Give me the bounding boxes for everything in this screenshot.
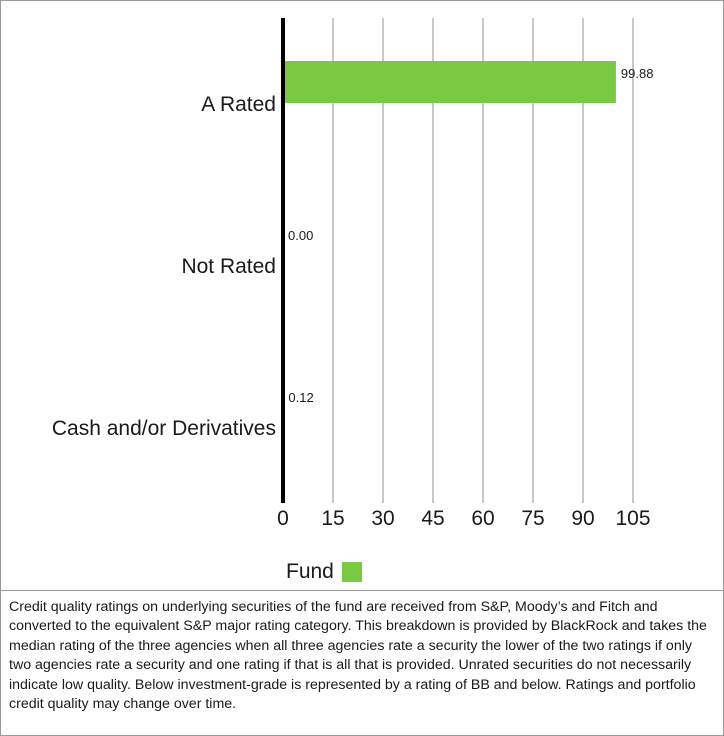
footnote: Credit quality ratings on underlying sec… [0,590,724,736]
bar-0 [283,61,616,103]
labels: 0 15 30 45 60 75 90 105 A Rated 99.88 Not Rated 0.0… [52,66,654,530]
credit-quality-bar-chart: 0 15 30 45 60 75 90 105 A Rated 99.88 Not Rated 0.0… [52,18,654,530]
category-label-1: Not Rated [181,255,276,278]
x-tick-label-60: 60 [471,507,494,530]
x-tick-label-90: 90 [571,507,594,530]
x-tick-label-75: 75 [521,507,544,530]
bars [283,61,616,427]
x-tick-label-45: 45 [421,507,444,530]
x-tick-label-30: 30 [371,507,394,530]
legend-swatch [341,562,362,582]
legend: Fund [286,560,362,584]
value-label-0: 99.88 [621,66,654,81]
category-label-2: Cash and/or Derivatives [52,417,276,440]
legend-label: Fund [286,560,334,583]
x-tick-label-0: 0 [277,507,289,530]
x-tick-label-105: 105 [615,507,650,530]
x-tick-label-15: 15 [321,507,344,530]
value-label-1: 0.00 [288,228,313,243]
category-label-0: A Rated [201,93,276,116]
value-label-2: 0.12 [288,390,313,405]
